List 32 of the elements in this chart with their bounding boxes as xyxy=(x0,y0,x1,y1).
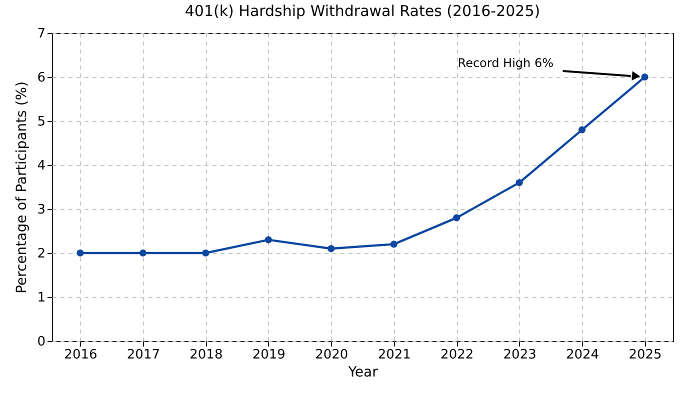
point xyxy=(390,240,398,248)
x-tick-label: 2017 xyxy=(126,348,160,362)
x-tick-label: 2016 xyxy=(64,348,98,362)
y-tick-label: 7 xyxy=(37,26,46,42)
point xyxy=(202,249,210,257)
point xyxy=(76,249,84,257)
x-tick-label: 2021 xyxy=(378,348,411,362)
y-tick-label: 4 xyxy=(37,158,46,174)
x-tick-label: 2023 xyxy=(503,348,536,362)
y-tick-label: 5 xyxy=(37,114,46,130)
point xyxy=(641,73,648,81)
x-axis-title: Year xyxy=(347,364,378,380)
y-tick-label: 0 xyxy=(37,334,46,350)
x-tick-label: 2024 xyxy=(566,348,600,362)
point xyxy=(578,126,586,134)
point xyxy=(139,249,146,257)
point xyxy=(516,179,523,186)
y-tick-label: 6 xyxy=(37,70,46,86)
x-tick-label: 2019 xyxy=(252,348,286,362)
point xyxy=(328,245,335,252)
y-axis-title: Percentage of Participants (%) xyxy=(14,81,30,294)
chart-title: 401(k) Hardship Withdrawal Rates (2016-2025) xyxy=(184,2,540,20)
annotation: Record High 6% xyxy=(458,56,554,70)
x-tick-label: 2022 xyxy=(440,348,474,362)
x-tick-label: 2025 xyxy=(628,348,662,362)
y-tick-label: 2 xyxy=(37,246,46,262)
y-tick-label: 1 xyxy=(37,290,46,306)
point xyxy=(453,214,460,222)
point xyxy=(264,236,272,244)
x-tick-label: 2018 xyxy=(190,348,223,362)
y-tick-label: 3 xyxy=(37,202,46,218)
x-tick-label: 2020 xyxy=(315,348,348,362)
